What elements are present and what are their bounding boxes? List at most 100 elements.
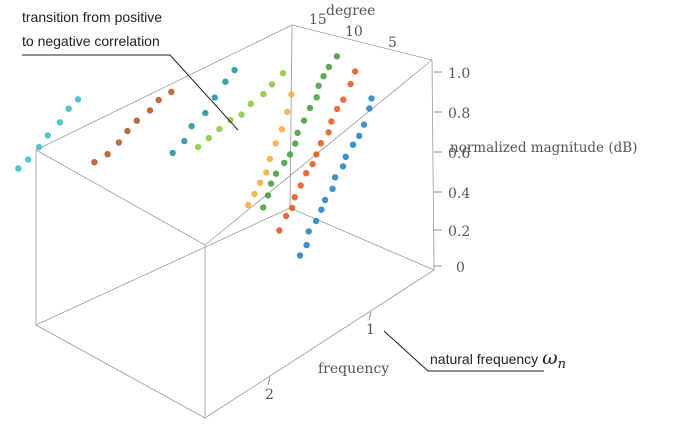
frequency-tick-label: 2 bbox=[265, 387, 274, 403]
data-point bbox=[188, 123, 195, 130]
magnitude-tick-label: 1.0 bbox=[448, 66, 470, 82]
data-point bbox=[169, 149, 176, 157]
data-point bbox=[321, 196, 329, 204]
annotation-transition-line2: to negative correlation bbox=[22, 33, 160, 49]
data-point bbox=[289, 204, 296, 212]
data-point bbox=[194, 143, 202, 151]
data-point bbox=[366, 105, 373, 112]
data-point bbox=[25, 156, 32, 163]
data-point bbox=[309, 160, 316, 168]
data-point bbox=[222, 78, 229, 85]
data-point bbox=[74, 96, 82, 103]
annotation-transition: transition from positive to negative cor… bbox=[22, 9, 239, 131]
data-point bbox=[286, 151, 294, 158]
data-point bbox=[360, 121, 368, 128]
data-point bbox=[267, 180, 275, 187]
data-point bbox=[325, 63, 333, 71]
data-point bbox=[181, 137, 188, 145]
data-point bbox=[339, 163, 347, 170]
data-point bbox=[266, 155, 274, 163]
data-point bbox=[342, 153, 349, 160]
data-point bbox=[318, 206, 325, 213]
annotation-natural-frequency: natural frequency ωn bbox=[383, 330, 566, 372]
data-point bbox=[202, 109, 209, 117]
magnitude-tick-label: 0.6 bbox=[448, 146, 470, 162]
frequency-tick-mark bbox=[368, 311, 372, 321]
data-point bbox=[133, 117, 140, 124]
data-point bbox=[329, 185, 336, 192]
magnitude-tick-label: 0.4 bbox=[448, 186, 470, 202]
degree-tick-label: 15 bbox=[309, 12, 327, 28]
data-point bbox=[313, 151, 320, 158]
data-point bbox=[331, 174, 339, 181]
data-point bbox=[91, 159, 98, 166]
frequency-tick-mark bbox=[267, 376, 271, 386]
data-point bbox=[328, 118, 335, 125]
data-point bbox=[340, 96, 347, 103]
frequency-axis: 1 2 frequency bbox=[265, 311, 389, 403]
data-point bbox=[284, 108, 291, 116]
data-point bbox=[312, 217, 320, 225]
data-point bbox=[303, 170, 310, 177]
annotation-natural-leader bbox=[383, 330, 544, 372]
data-point bbox=[297, 182, 304, 189]
degree-tick-label: 10 bbox=[345, 24, 363, 40]
data-point bbox=[231, 66, 238, 74]
data-point bbox=[278, 126, 286, 133]
data-points bbox=[15, 53, 375, 259]
data-point bbox=[15, 165, 22, 172]
frequency-tick-label: 1 bbox=[366, 322, 375, 338]
data-point bbox=[317, 140, 325, 147]
data-point bbox=[276, 227, 283, 234]
data-point bbox=[264, 192, 272, 199]
data-point bbox=[211, 94, 218, 101]
data-point bbox=[356, 132, 363, 140]
data-point bbox=[279, 70, 287, 77]
data-point bbox=[260, 204, 267, 211]
data-point bbox=[303, 241, 310, 249]
data-point bbox=[257, 179, 264, 186]
frequency-axis-label: frequency bbox=[318, 361, 389, 377]
data-point bbox=[325, 129, 332, 136]
data-point bbox=[347, 80, 354, 88]
data-point bbox=[260, 90, 267, 98]
magnitude-axis-label: normalized magnitude (dB) bbox=[450, 140, 637, 156]
data-point bbox=[292, 140, 299, 147]
data-point bbox=[349, 141, 357, 148]
data-point bbox=[227, 116, 234, 124]
data-point bbox=[146, 107, 154, 114]
magnitude-axis: 1.0 0.8 0.6 0.4 0.2 0 normalized magnitu… bbox=[434, 66, 637, 276]
data-point bbox=[320, 73, 327, 80]
data-point bbox=[247, 100, 254, 108]
data-point bbox=[56, 119, 64, 126]
data-point bbox=[291, 194, 298, 201]
magnitude-tick-label: 0.8 bbox=[448, 106, 470, 122]
data-point bbox=[263, 169, 270, 176]
data-point bbox=[351, 68, 359, 75]
data-point bbox=[305, 228, 312, 235]
data-point bbox=[315, 82, 322, 90]
data-point bbox=[281, 159, 288, 167]
data-point bbox=[168, 88, 175, 96]
annotation-transition-line1: transition from positive bbox=[22, 9, 162, 25]
data-point bbox=[124, 127, 131, 135]
data-point bbox=[313, 94, 320, 101]
magnitude-tick-label: 0 bbox=[456, 260, 465, 276]
data-point bbox=[368, 95, 375, 102]
data-point bbox=[272, 170, 280, 177]
data-point bbox=[216, 125, 223, 133]
data-point bbox=[333, 105, 341, 113]
annotation-transition-leader bbox=[22, 54, 239, 131]
data-point bbox=[282, 212, 290, 220]
data-point bbox=[268, 81, 276, 88]
data-point bbox=[245, 201, 252, 209]
data-point bbox=[205, 134, 212, 142]
data-point bbox=[155, 96, 162, 104]
annotation-natural-text: natural frequency ωn bbox=[430, 347, 566, 372]
data-point bbox=[251, 190, 258, 198]
data-point bbox=[288, 91, 295, 98]
degree-axis: degree 15 10 5 bbox=[309, 3, 397, 51]
data-point bbox=[294, 129, 301, 136]
data-point bbox=[115, 139, 123, 146]
